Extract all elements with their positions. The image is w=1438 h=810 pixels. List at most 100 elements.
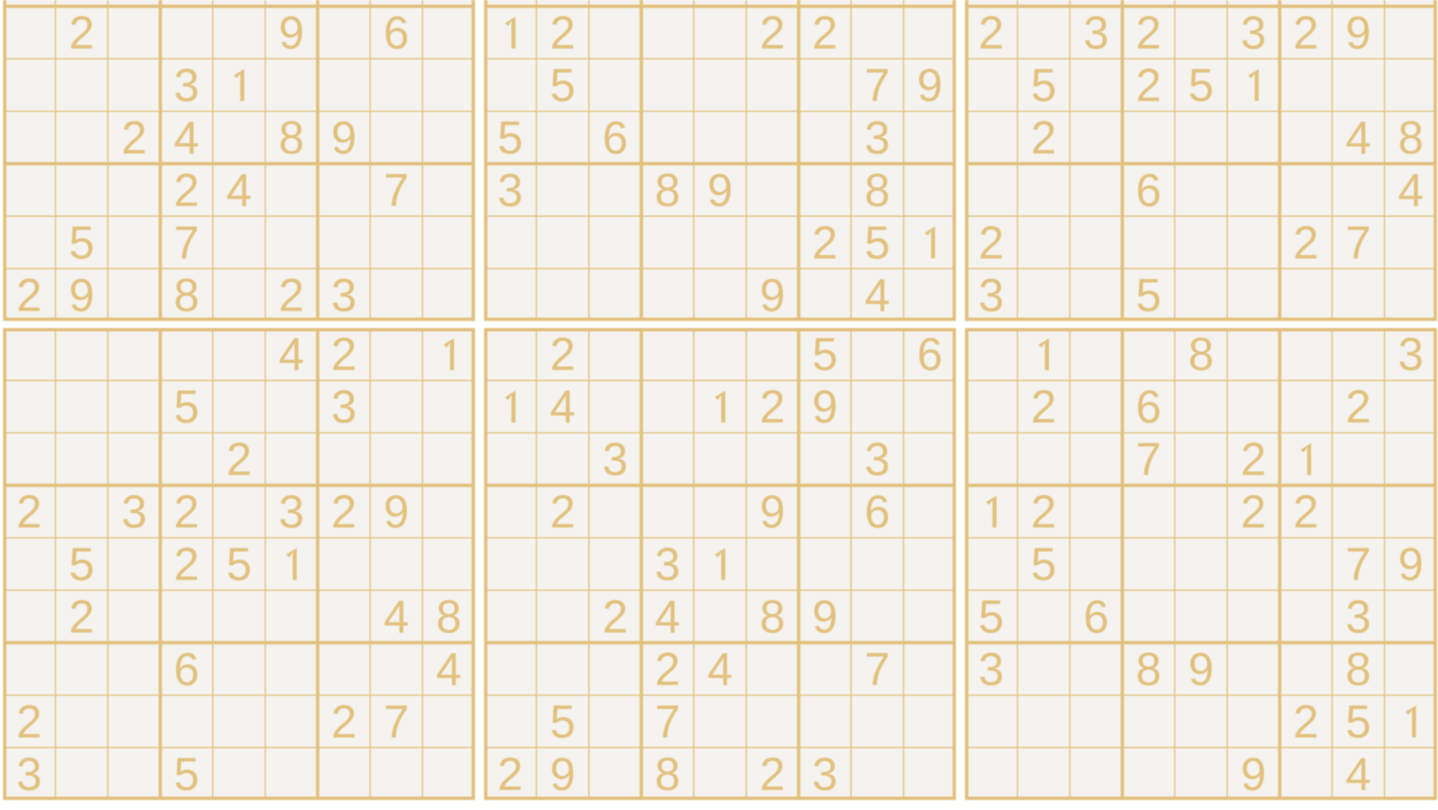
svg-text:9: 9 (917, 59, 943, 111)
svg-text:9: 9 (1241, 748, 1267, 800)
svg-text:2: 2 (979, 7, 1005, 59)
svg-text:8: 8 (760, 591, 786, 643)
svg-text:4: 4 (655, 591, 681, 643)
svg-text:2: 2 (1136, 59, 1162, 111)
svg-text:5: 5 (550, 696, 576, 748)
svg-text:3: 3 (812, 748, 838, 800)
svg-text:5: 5 (497, 112, 523, 164)
svg-text:2: 2 (1293, 217, 1319, 269)
svg-text:2: 2 (331, 486, 357, 538)
svg-text:7: 7 (865, 59, 891, 111)
svg-text:8: 8 (173, 269, 199, 321)
svg-text:6: 6 (383, 7, 409, 59)
svg-text:7: 7 (655, 0, 681, 7)
svg-text:9: 9 (760, 486, 786, 538)
svg-text:8: 8 (1346, 643, 1372, 695)
svg-text:3: 3 (1241, 7, 1267, 59)
svg-text:2: 2 (760, 0, 786, 7)
svg-text:2: 2 (1031, 486, 1057, 538)
svg-text:5: 5 (173, 381, 199, 433)
svg-text:3: 3 (979, 643, 1005, 695)
svg-text:9: 9 (812, 591, 838, 643)
svg-text:4: 4 (436, 643, 462, 695)
svg-text:8: 8 (655, 164, 681, 216)
svg-text:2: 2 (1293, 696, 1319, 748)
svg-text:2: 2 (1136, 7, 1162, 59)
svg-text:9: 9 (383, 486, 409, 538)
svg-text:9: 9 (69, 269, 95, 321)
svg-text:7: 7 (865, 643, 891, 695)
svg-text:3: 3 (16, 748, 42, 800)
svg-text:2: 2 (550, 329, 576, 381)
svg-text:2: 2 (1293, 486, 1319, 538)
svg-text:2: 2 (760, 748, 786, 800)
svg-text:3: 3 (1084, 7, 1110, 59)
svg-text:4: 4 (173, 112, 199, 164)
svg-text:3: 3 (331, 381, 357, 433)
svg-text:7: 7 (1136, 434, 1162, 486)
svg-text:2: 2 (1031, 112, 1057, 164)
svg-text:2: 2 (497, 748, 523, 800)
svg-text:2: 2 (16, 269, 42, 321)
svg-text:8: 8 (1398, 112, 1424, 164)
svg-text:3: 3 (497, 164, 523, 216)
svg-text:9: 9 (760, 269, 786, 321)
svg-text:2: 2 (655, 643, 681, 695)
svg-text:7: 7 (1346, 217, 1372, 269)
svg-text:8: 8 (278, 112, 304, 164)
svg-text:3: 3 (865, 434, 891, 486)
svg-text:3: 3 (173, 59, 199, 111)
svg-text:5: 5 (226, 538, 252, 590)
svg-text:8: 8 (865, 164, 891, 216)
svg-text:9: 9 (331, 112, 357, 164)
svg-text:9: 9 (812, 381, 838, 433)
svg-text:2: 2 (331, 696, 357, 748)
svg-text:2: 2 (1189, 0, 1215, 7)
svg-text:9: 9 (1346, 7, 1372, 59)
svg-text:5: 5 (979, 591, 1005, 643)
svg-text:2: 2 (550, 7, 576, 59)
svg-text:4: 4 (383, 591, 409, 643)
svg-text:3: 3 (655, 538, 681, 590)
svg-text:2: 2 (1031, 381, 1057, 433)
svg-text:2: 2 (602, 591, 628, 643)
svg-text:2: 2 (760, 381, 786, 433)
svg-text:5: 5 (550, 59, 576, 111)
svg-text:2: 2 (1241, 434, 1267, 486)
svg-text:3: 3 (1346, 591, 1372, 643)
svg-text:5: 5 (69, 217, 95, 269)
svg-text:3: 3 (278, 486, 304, 538)
svg-text:3: 3 (331, 269, 357, 321)
svg-text:5: 5 (1189, 59, 1215, 111)
svg-text:8: 8 (1189, 329, 1215, 381)
svg-text:5: 5 (812, 329, 838, 381)
svg-text:5: 5 (865, 217, 891, 269)
svg-text:9: 9 (278, 7, 304, 59)
svg-text:5: 5 (1031, 538, 1057, 590)
svg-text:2: 2 (16, 486, 42, 538)
svg-text:2: 2 (1346, 381, 1372, 433)
svg-text:9: 9 (1398, 538, 1424, 590)
svg-text:2: 2 (812, 7, 838, 59)
svg-text:9: 9 (550, 748, 576, 800)
svg-text:2: 2 (226, 434, 252, 486)
svg-text:2: 2 (550, 486, 576, 538)
svg-text:6: 6 (917, 329, 943, 381)
svg-text:5: 5 (1136, 269, 1162, 321)
svg-text:3: 3 (865, 112, 891, 164)
svg-text:4: 4 (707, 643, 733, 695)
svg-text:3: 3 (383, 0, 409, 7)
svg-text:5: 5 (1346, 696, 1372, 748)
svg-text:3: 3 (979, 269, 1005, 321)
svg-text:2: 2 (278, 269, 304, 321)
svg-text:3: 3 (602, 434, 628, 486)
svg-text:3: 3 (121, 486, 147, 538)
svg-text:2: 2 (1241, 486, 1267, 538)
svg-text:2: 2 (173, 164, 199, 216)
svg-text:8: 8 (1136, 643, 1162, 695)
svg-text:8: 8 (436, 591, 462, 643)
svg-text:9: 9 (1189, 643, 1215, 695)
svg-text:6: 6 (1136, 381, 1162, 433)
svg-text:6: 6 (1084, 591, 1110, 643)
svg-text:6: 6 (173, 643, 199, 695)
